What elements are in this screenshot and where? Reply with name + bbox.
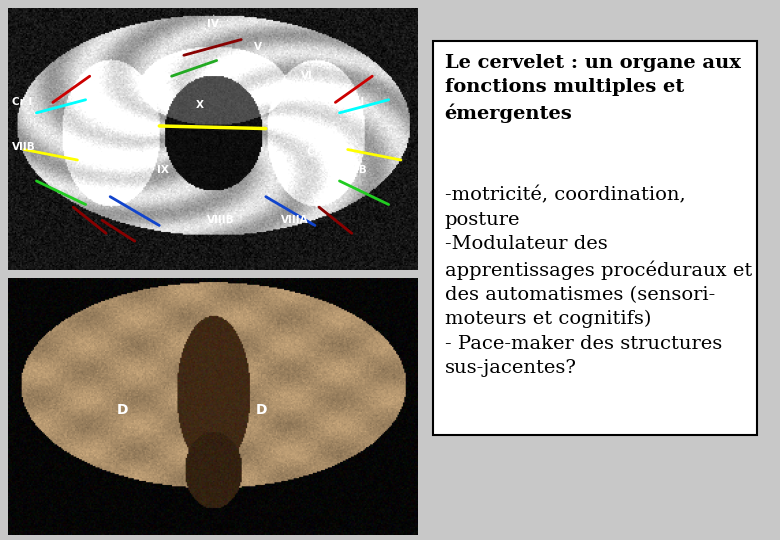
- Text: V: V: [254, 42, 261, 52]
- Text: VIIIB: VIIIB: [207, 215, 235, 225]
- Text: Cr II: Cr II: [307, 147, 331, 157]
- Text: VIIIA: VIIIA: [281, 215, 308, 225]
- Text: VI: VI: [301, 71, 313, 81]
- Text: VIIB: VIIB: [343, 165, 367, 175]
- Text: Le cervelet : un organe aux
fonctions multiples et
émergentes: Le cervelet : un organe aux fonctions mu…: [445, 54, 740, 123]
- Text: D: D: [117, 403, 128, 417]
- Text: IX: IX: [158, 165, 169, 175]
- Text: IV: IV: [207, 18, 218, 29]
- Text: X: X: [197, 99, 204, 110]
- Text: Cr I: Cr I: [12, 97, 32, 107]
- Text: VIIB: VIIB: [12, 141, 36, 152]
- Text: Cr I: Cr I: [343, 97, 363, 107]
- FancyBboxPatch shape: [433, 40, 757, 435]
- Text: -motricité, coordination,
posture
-Modulateur des
apprentissages procéduraux et
: -motricité, coordination, posture -Modul…: [445, 186, 752, 377]
- Text: D: D: [256, 403, 268, 417]
